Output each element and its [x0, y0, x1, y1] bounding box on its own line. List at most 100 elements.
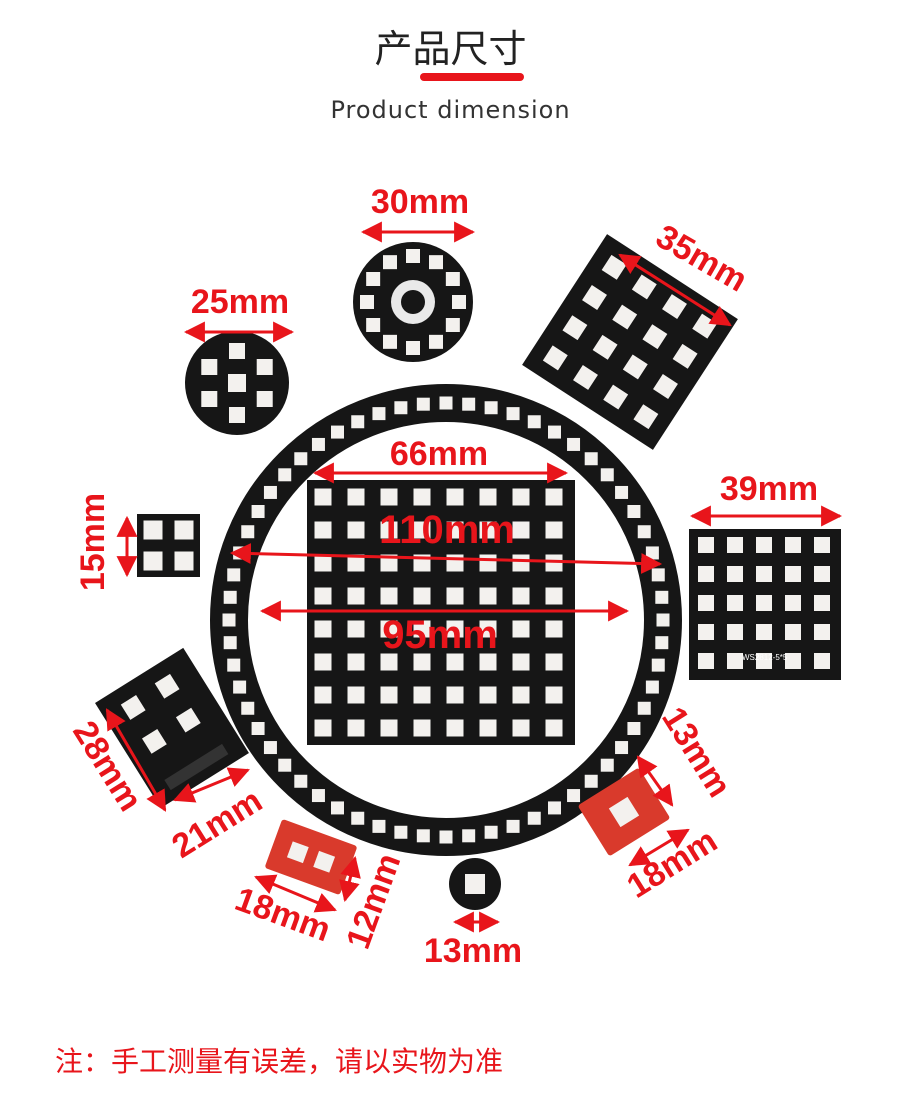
arrow-18mm-red1	[628, 828, 690, 867]
dim-39mm: 39mm	[720, 470, 818, 508]
m8-leds-led	[446, 719, 464, 737]
ring60-leds-led	[637, 525, 651, 539]
m8-leds-led	[413, 488, 431, 506]
m8-leds-led	[413, 620, 431, 638]
m8-leds-led	[479, 554, 497, 572]
m8-leds-led	[314, 521, 332, 539]
ring60-leds-led	[372, 819, 386, 833]
ring60-leds-led	[584, 452, 598, 466]
m8-leds-led	[347, 719, 365, 737]
dim-66mm: 66mm	[390, 435, 488, 473]
m8-leds-led	[413, 719, 431, 737]
m5-leds-led	[756, 566, 772, 582]
ring12-leds-led	[429, 255, 443, 270]
m8-leds-led	[512, 521, 530, 539]
m5-leds-led	[814, 653, 830, 669]
m8-leds-led	[314, 488, 332, 506]
m8-leds-led	[446, 686, 464, 704]
title-underline	[420, 73, 524, 81]
m8-leds-led	[446, 488, 464, 506]
m8-leds-led	[479, 653, 497, 671]
ring60-leds-led	[651, 658, 665, 672]
m5-leds-led	[727, 624, 743, 640]
ring60-leds-led	[637, 701, 651, 715]
m8-leds-led	[446, 653, 464, 671]
dimension-arrows	[105, 221, 843, 933]
ring12-leds-led	[383, 255, 397, 270]
ring12-leds-led	[406, 249, 420, 263]
m8-leds-led	[380, 521, 398, 539]
ring60-leds-led	[416, 397, 430, 411]
m5-leds-led	[756, 624, 772, 640]
m8-leds-led	[446, 587, 464, 605]
m8-leds-led	[545, 521, 563, 539]
m8-leds-led	[512, 488, 530, 506]
ring60-leds-led	[351, 415, 365, 429]
m8-leds-led	[512, 653, 530, 671]
m8-leds-led	[347, 653, 365, 671]
m8-leds-led	[479, 587, 497, 605]
page-title: 产品尺寸	[374, 27, 527, 71]
m5-leds-led	[785, 566, 801, 582]
ring60-leds-led	[548, 425, 561, 439]
sq2-leds-led	[174, 520, 194, 540]
dim-18mm-red2: 18mm	[230, 880, 335, 949]
m8-leds-led	[446, 620, 464, 638]
ring60-leds-led	[227, 568, 241, 582]
ring-60-leds	[222, 396, 670, 844]
m4-leds-led	[582, 285, 607, 310]
ring12-leds-led	[360, 295, 374, 309]
ring60-leds-led	[506, 407, 520, 421]
m8-leds-led	[380, 620, 398, 638]
ring60-leds-led	[462, 397, 476, 411]
ring60-leds-led	[241, 701, 255, 715]
m5-leds-led	[785, 653, 801, 669]
m4-leds-led	[573, 365, 598, 390]
m5-leds-led	[785, 537, 801, 553]
m8-leds-led	[380, 587, 398, 605]
ring60-leds-led	[655, 590, 669, 604]
square-2x2-board	[137, 514, 200, 577]
ring60-leds-led	[394, 825, 408, 839]
m8-leds-led	[545, 620, 563, 638]
ring60-leds-led	[484, 825, 498, 839]
m8-leds-led	[446, 554, 464, 572]
m4-leds-led	[603, 384, 629, 410]
red-board-2led-leds	[286, 841, 336, 873]
m8-leds-led	[512, 554, 530, 572]
footer-note: 注：手工测量有误差，请以实物为准	[55, 1045, 504, 1078]
ring60-leds-led	[567, 789, 581, 803]
m5-leds-led	[698, 653, 714, 669]
ring60-leds-led	[645, 680, 659, 694]
ring60-leds-led	[311, 789, 325, 803]
ring60-leds-led	[615, 485, 629, 499]
m8-leds-led	[347, 488, 365, 506]
ring60-leds-led	[627, 722, 641, 735]
m4-leds-led	[622, 354, 648, 380]
arrow-18mm-red2	[254, 874, 337, 913]
ring60-leds-led	[567, 437, 581, 451]
ring60-leds-led	[655, 636, 669, 650]
m5-leds-led	[814, 566, 830, 582]
m8-leds-led	[545, 686, 563, 704]
ring60-leds-led	[656, 613, 670, 627]
m5-leds-led	[727, 566, 743, 582]
arrow-21mm	[173, 767, 250, 803]
ring60-leds-led	[331, 425, 344, 439]
m8-leds-led	[314, 686, 332, 704]
ring60-leds-led	[600, 758, 614, 772]
m4-leds-led	[672, 343, 698, 369]
m4-leds-led	[642, 324, 668, 350]
m4-leds-led	[633, 404, 659, 430]
ring12-leds-led	[445, 318, 460, 332]
ring12-leds-led	[452, 295, 466, 309]
dim-25mm: 25mm	[191, 283, 289, 321]
dim-30mm: 30mm	[371, 183, 469, 221]
matrix-8x8-leds	[314, 488, 563, 737]
m8-leds-led	[347, 686, 365, 704]
r2-leds-led	[313, 850, 336, 873]
m8-leds-led	[545, 554, 563, 572]
ring60-leds-led	[294, 452, 308, 466]
m4-leds-led	[653, 374, 678, 399]
round7-led	[201, 359, 218, 375]
